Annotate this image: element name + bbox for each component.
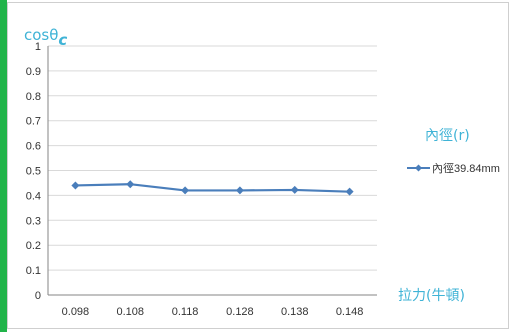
x-tick-label: 0.118 <box>172 306 199 318</box>
y-tick-label: 0.8 <box>26 91 41 103</box>
data-point-marker <box>290 185 299 194</box>
data-point-marker <box>345 187 354 196</box>
gridlines <box>48 45 377 271</box>
y-tick-label: 0.5 <box>26 166 41 178</box>
x-tick-label: 0.108 <box>116 306 144 318</box>
y-tick-label: 0.2 <box>26 240 41 252</box>
y-tick-label: 0.3 <box>26 215 41 227</box>
x-tick-labels: 0.098 0.108 0.118 0.128 0.138 0.148 <box>62 306 364 318</box>
series-line <box>75 183 350 193</box>
data-point-marker <box>71 181 80 190</box>
chart-frame <box>7 2 509 329</box>
y-axis-title: cosθc <box>24 26 67 49</box>
legend-title: 內徑(r) <box>425 128 470 144</box>
y-tick-label: 0 <box>35 290 41 302</box>
x-axis-title: 拉力(牛頓) <box>398 288 465 304</box>
series-layer <box>71 180 354 196</box>
y-tick-label: 0.4 <box>26 190 41 202</box>
axes <box>47 46 377 296</box>
x-tick-label: 0.098 <box>62 306 90 318</box>
y-tick-label: 0.9 <box>26 66 41 78</box>
x-tick-label: 0.128 <box>226 306 254 318</box>
data-point-marker <box>235 186 244 195</box>
x-tick-label: 0.148 <box>336 306 364 318</box>
data-point-marker <box>181 186 190 195</box>
legend-marker <box>415 164 422 172</box>
x-tick-label: 0.138 <box>281 306 309 318</box>
legend: 內徑39.84mm <box>407 162 500 175</box>
data-point-marker <box>126 180 135 189</box>
left-accent-band <box>0 0 7 332</box>
y-tick-label: 0.6 <box>26 141 41 153</box>
y-tick-label: 0.1 <box>26 265 41 277</box>
legend-entry-label: 內徑39.84mm <box>432 162 500 175</box>
y-tick-label: 1 <box>35 41 41 53</box>
y-tick-label: 0.7 <box>26 116 41 128</box>
y-tick-labels: 0 0.1 0.2 0.3 0.4 0.5 0.6 0.7 0.8 0.9 1 <box>26 41 41 302</box>
